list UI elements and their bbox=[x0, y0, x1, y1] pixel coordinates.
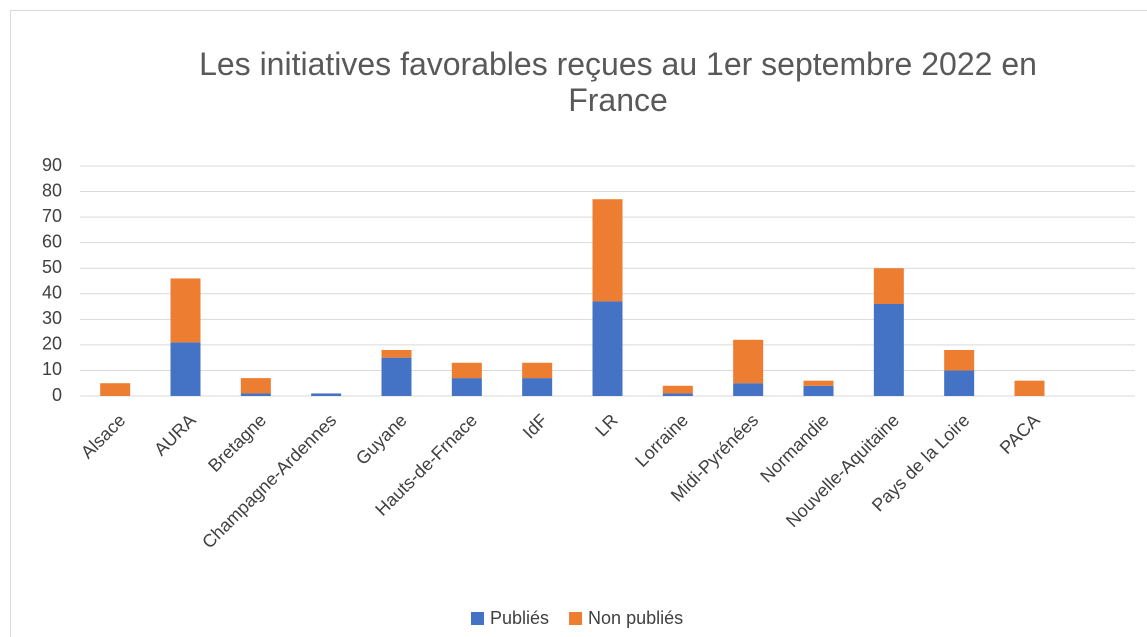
chart-frame bbox=[10, 10, 1147, 637]
x-tick-label: IdF bbox=[519, 410, 552, 443]
y-tick-label: 90 bbox=[42, 155, 62, 175]
x-tick-label: Champagne-Ardennes bbox=[198, 410, 340, 552]
legend-swatch bbox=[569, 612, 583, 625]
y-tick-label: 60 bbox=[42, 231, 62, 251]
bar-segment bbox=[592, 199, 623, 302]
bar-segment bbox=[592, 301, 623, 396]
bar-segment bbox=[170, 342, 201, 396]
chart-title: Les initiatives favorables reçues au 1er… bbox=[199, 46, 1037, 118]
x-tick-label: AURA bbox=[150, 410, 200, 460]
bar-segment bbox=[662, 385, 693, 394]
y-tick-label: 20 bbox=[42, 334, 62, 354]
y-tick-label: 70 bbox=[42, 206, 62, 226]
bar-segment bbox=[311, 393, 342, 396]
legend-swatch bbox=[471, 612, 484, 625]
bar-segment bbox=[944, 350, 975, 371]
bar-segment bbox=[100, 383, 131, 396]
legend-label: Publiés bbox=[490, 608, 549, 628]
bar-segment bbox=[451, 362, 482, 379]
bar-segment bbox=[240, 378, 271, 394]
x-tick-label: Normandie bbox=[756, 410, 832, 486]
x-tick-label: LR bbox=[591, 410, 621, 440]
y-tick-label: 80 bbox=[42, 180, 62, 200]
bar-segment bbox=[733, 339, 764, 384]
x-tick-label: Alsace bbox=[77, 410, 129, 462]
bar-segment bbox=[522, 362, 553, 379]
bar-segment bbox=[170, 278, 201, 343]
bar-segment bbox=[522, 378, 553, 396]
x-tick-label: Bretagne bbox=[204, 410, 270, 476]
y-tick-label: 0 bbox=[52, 385, 62, 405]
y-tick-label: 30 bbox=[42, 308, 62, 328]
y-tick-label: 10 bbox=[42, 359, 62, 379]
x-tick-label: Lorraine bbox=[631, 410, 692, 471]
y-tick-label: 50 bbox=[42, 257, 62, 277]
bar-segment bbox=[381, 350, 412, 358]
bar-segment bbox=[733, 383, 764, 396]
bar-segment bbox=[873, 304, 904, 396]
bar-segment bbox=[381, 357, 412, 396]
bar-segment bbox=[944, 370, 975, 396]
x-tick-label: PACA bbox=[996, 410, 1044, 458]
x-tick-label: Guyane bbox=[352, 410, 411, 469]
bar-segment bbox=[873, 268, 904, 304]
y-tick-label: 40 bbox=[42, 283, 62, 303]
bar-segment bbox=[803, 385, 834, 396]
bar-segment bbox=[1014, 380, 1045, 396]
bar-segment bbox=[803, 380, 834, 386]
bar-segment bbox=[662, 393, 693, 396]
bar-segment bbox=[451, 378, 482, 396]
legend-label: Non publiés bbox=[588, 608, 683, 628]
bar-segment bbox=[240, 393, 271, 396]
